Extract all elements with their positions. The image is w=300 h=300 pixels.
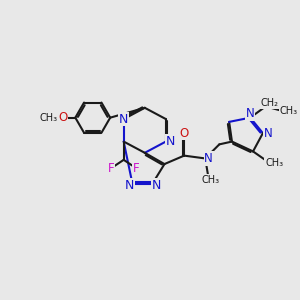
Text: O: O [58,111,67,124]
Text: N: N [151,179,161,192]
Text: N: N [165,135,175,148]
Text: CH₃: CH₃ [40,113,58,123]
Text: CH₃: CH₃ [280,106,298,116]
Text: O: O [179,127,189,140]
Text: N: N [119,112,128,126]
Text: N: N [204,152,213,165]
Text: N: N [124,179,134,192]
Text: F: F [108,162,114,175]
Text: F: F [133,162,140,175]
Text: N: N [246,107,255,120]
Text: CH₂: CH₂ [260,98,278,108]
Text: N: N [264,127,273,140]
Text: CH₃: CH₃ [202,175,220,184]
Text: CH₃: CH₃ [265,158,283,169]
